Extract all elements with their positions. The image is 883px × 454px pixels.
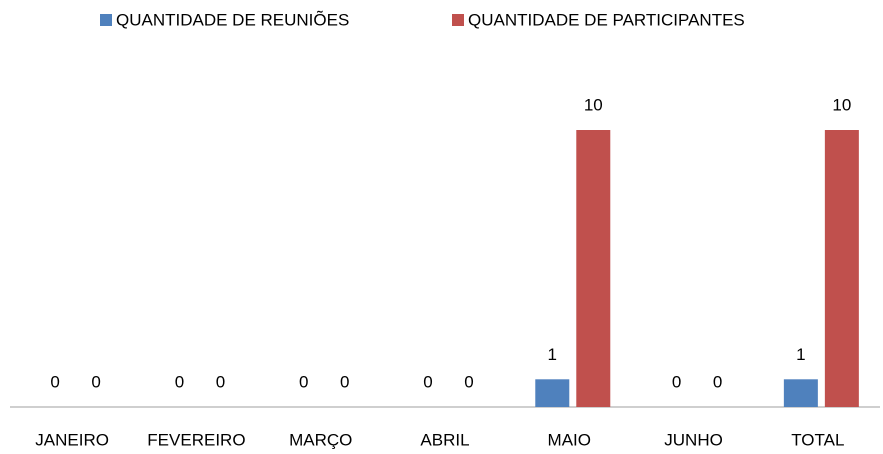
- data-label: 0: [216, 372, 225, 391]
- legend-swatch: [452, 14, 464, 26]
- bar: [783, 379, 818, 407]
- data-label: 1: [796, 345, 805, 364]
- legend-label: QUANTIDADE DE PARTICIPANTES: [468, 10, 745, 29]
- data-label: 0: [340, 372, 349, 391]
- x-tick-label: ABRIL: [420, 430, 469, 449]
- x-tick-label: MAIO: [548, 430, 591, 449]
- legend-swatch: [100, 14, 112, 26]
- data-label: 0: [423, 372, 432, 391]
- x-tick-label: JUNHO: [664, 430, 723, 449]
- data-label: 0: [672, 372, 681, 391]
- x-tick-label: TOTAL: [791, 430, 844, 449]
- data-label: 10: [584, 95, 603, 114]
- data-label: 0: [91, 372, 100, 391]
- x-tick-label: FEVEREIRO: [147, 430, 245, 449]
- data-label: 0: [175, 372, 184, 391]
- bar: [824, 130, 859, 407]
- legend-label: QUANTIDADE DE REUNIÕES: [116, 10, 349, 29]
- bar: [535, 379, 570, 407]
- data-label: 0: [50, 372, 59, 391]
- bar: [576, 130, 611, 407]
- data-label: 1: [548, 345, 557, 364]
- x-tick-label: MARÇO: [289, 430, 352, 449]
- data-label: 10: [832, 95, 851, 114]
- x-tick-label: JANEIRO: [35, 430, 109, 449]
- data-label: 0: [299, 372, 308, 391]
- data-label: 0: [464, 372, 473, 391]
- data-label: 0: [713, 372, 722, 391]
